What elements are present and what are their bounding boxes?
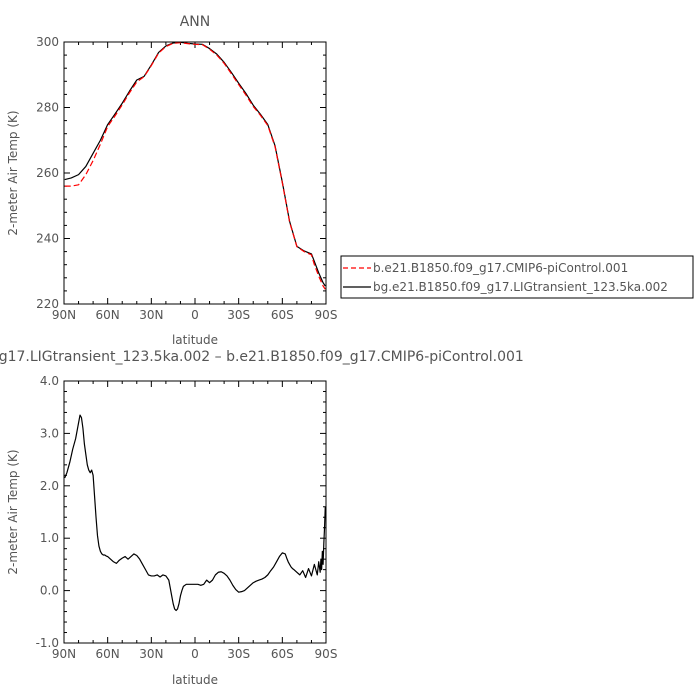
y-tick-label: 300 xyxy=(36,35,59,49)
series-layer xyxy=(64,41,326,290)
series-line xyxy=(64,41,326,287)
legend-box xyxy=(340,255,694,299)
panel-bottom: bg.e21.B1850.f09_g17.LIGtransient_123.5k… xyxy=(0,349,524,687)
legend-label-control: b.e21.B1850.f09_g17.CMIP6-piControl.001 xyxy=(373,261,628,275)
y-tick-label: 240 xyxy=(36,232,59,246)
y-tick-label: 280 xyxy=(36,101,59,115)
y-tick-label: 1.0 xyxy=(40,531,59,545)
x-tick-label: 90S xyxy=(315,647,338,661)
y-tick-label: 2.0 xyxy=(40,479,59,493)
y-axis-label: 2-meter Air Temp (K) xyxy=(6,449,20,574)
x-tick-label: 60S xyxy=(271,308,294,322)
x-axis-label: latitude xyxy=(172,333,218,347)
y-tick-label: 0.0 xyxy=(40,584,59,598)
y-tick-label: 3.0 xyxy=(40,426,59,440)
y-tick-label: 260 xyxy=(36,166,59,180)
y-tick-label: 4.0 xyxy=(40,374,59,388)
y-tick-label: -1.0 xyxy=(36,636,59,650)
plot-frame xyxy=(63,380,327,644)
axes: 90N 60N 30N 0 30S 60S 90S -1.0 0.0 1.0 2.0 3.0 4.0 xyxy=(36,374,338,661)
panel-top: ANN 2-meter Air Temp (K) latitude 90N 60N… xyxy=(6,14,694,347)
x-tick-label: 60S xyxy=(271,647,294,661)
x-tick-label: 30S xyxy=(227,308,250,322)
x-tick-label: 30N xyxy=(139,308,163,322)
y-tick-label: 220 xyxy=(36,297,59,311)
x-tick-label: 60N xyxy=(96,647,120,661)
legend-label-lig: bg.e21.B1850.f09_g17.LIGtransient_123.5k… xyxy=(373,280,668,294)
chart-title: ANN xyxy=(180,14,211,30)
chart-title: bg.e21.B1850.f09_g17.LIGtransient_123.5k… xyxy=(0,349,524,365)
x-tick-label: 90S xyxy=(315,308,338,322)
x-tick-label: 0 xyxy=(191,647,199,661)
x-tick-label: 90N xyxy=(52,308,76,322)
y-axis-label: 2-meter Air Temp (K) xyxy=(6,110,20,235)
x-tick-label: 90N xyxy=(52,647,76,661)
axes: 90N 60N 30N 0 30S 60S 90S 220 240 260 280 300 xyxy=(36,35,337,322)
x-tick-label: 0 xyxy=(191,308,199,322)
x-tick-label: 30N xyxy=(139,647,163,661)
series-line xyxy=(64,42,326,290)
series-line xyxy=(64,414,326,612)
x-axis-label: latitude xyxy=(172,673,218,687)
x-tick-label: 30S xyxy=(227,647,250,661)
legend: b.e21.B1850.f09_g17.CMIP6-piControl.001 … xyxy=(340,255,694,299)
series-layer xyxy=(64,414,326,612)
x-tick-label: 60N xyxy=(96,308,120,322)
plot-frame xyxy=(63,41,327,305)
